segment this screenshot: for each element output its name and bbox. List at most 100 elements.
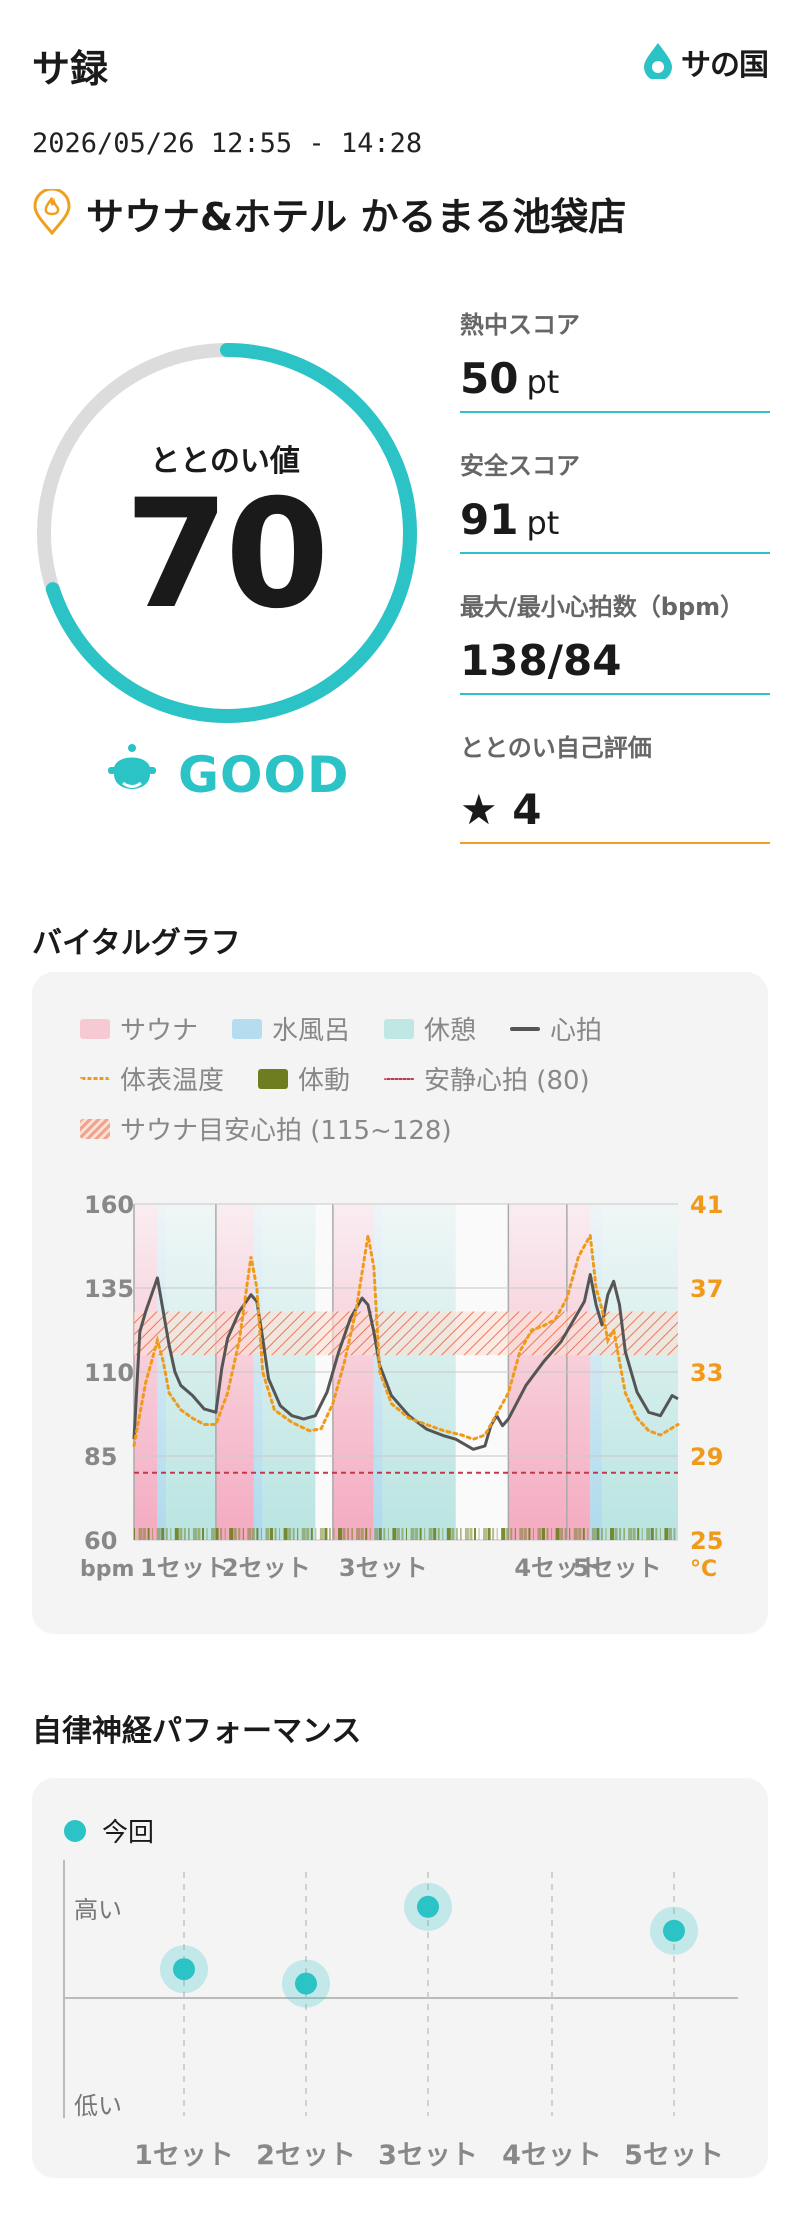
perf-title: 自律神経パフォーマンス <box>32 1714 362 1749</box>
motion-mark <box>419 1528 422 1540</box>
y-left-tick: 135 <box>84 1275 134 1303</box>
motion-mark <box>664 1528 669 1540</box>
motion-mark <box>600 1528 603 1540</box>
perf-point <box>173 1958 195 1981</box>
sauna-hat-icon <box>104 742 160 808</box>
motion-mark <box>396 1528 400 1540</box>
motion-mark <box>138 1528 143 1540</box>
brand-logo[interactable]: サの国 <box>641 40 769 84</box>
motion-mark <box>406 1528 407 1540</box>
motion-mark <box>215 1528 219 1540</box>
motion-mark <box>650 1528 654 1540</box>
water-drop-icon <box>641 41 675 83</box>
set-label: 3セット <box>339 1554 428 1582</box>
motion-mark <box>505 1528 509 1540</box>
star-rating-value: ★ 4 <box>460 785 542 834</box>
motion-mark <box>619 1528 622 1540</box>
motion-mark <box>623 1528 625 1540</box>
set-label: 1セット <box>140 1554 229 1582</box>
y-right-tick: 41 <box>690 1191 723 1219</box>
motion-mark <box>496 1528 498 1540</box>
motion-mark <box>428 1528 433 1540</box>
motion-mark <box>469 1528 473 1540</box>
legend-dot <box>64 1819 86 1842</box>
y-left-tick: 160 <box>84 1191 134 1219</box>
metric-value: 138/84 <box>460 636 622 685</box>
motion-mark <box>233 1528 237 1540</box>
motion-mark <box>211 1528 216 1540</box>
y-right-tick: 29 <box>690 1443 723 1471</box>
motion-mark <box>551 1528 553 1540</box>
motion-mark <box>410 1528 415 1540</box>
legend-motion: 体動 <box>258 1060 350 1097</box>
motion-mark <box>319 1528 324 1540</box>
motion-mark <box>614 1528 618 1540</box>
motion-mark <box>360 1528 364 1540</box>
motion-mark <box>383 1528 386 1540</box>
motion-mark <box>324 1528 328 1540</box>
motion-mark <box>437 1528 440 1540</box>
motion-mark <box>455 1528 458 1540</box>
metric-value: 91 <box>460 495 519 544</box>
motion-mark <box>560 1528 564 1540</box>
right-unit: °C <box>690 1557 717 1582</box>
perf-low-label: 低い <box>74 2092 122 2120</box>
motion-mark <box>569 1528 571 1540</box>
motion-mark <box>655 1528 658 1540</box>
legend-swatch <box>384 1077 415 1080</box>
legend-sauna: サウナ <box>80 1010 198 1047</box>
facility-name: サウナ&ホテル かるまる池袋店 <box>86 195 627 239</box>
metric-label: ととのい自己評価 <box>460 734 652 762</box>
motion-mark <box>270 1528 273 1540</box>
motion-mark <box>392 1528 397 1540</box>
motion-mark <box>251 1528 255 1540</box>
motion-mark <box>306 1528 310 1540</box>
skin-temp-line <box>132 1230 680 1447</box>
motion-mark <box>247 1528 252 1540</box>
vital-graph-card: サウナ 水風呂 休憩 心拍 体表温度 体動 安静心拍 (80) サウナ目安心拍 … <box>32 972 768 1634</box>
motion-mark <box>415 1528 419 1540</box>
motion-mark <box>483 1528 488 1540</box>
session-datetime: 2026/05/26 12:55 - 14:28 <box>32 128 423 159</box>
motion-mark <box>542 1528 545 1540</box>
motion-mark <box>528 1528 531 1540</box>
perf-set-label: 1セット <box>134 2140 234 2171</box>
motion-mark <box>188 1528 190 1540</box>
motion-mark <box>605 1528 607 1540</box>
score-value: 70 <box>124 468 330 642</box>
motion-mark <box>378 1528 382 1540</box>
motion-mark <box>659 1528 661 1540</box>
y-right-tick: 25 <box>690 1527 723 1555</box>
rating-badge: GOOD <box>104 742 350 808</box>
motion-mark <box>220 1528 223 1540</box>
facility-row[interactable]: サウナ&ホテル かるまる池袋店 <box>32 186 626 241</box>
target-hr-band <box>134 1311 678 1356</box>
metric-label: 熱中スコア <box>460 311 580 339</box>
motion-mark <box>365 1528 368 1540</box>
legend-swatch <box>384 1018 415 1039</box>
motion-mark <box>474 1528 476 1540</box>
legend-label: 休憩 <box>424 1016 477 1046</box>
motion-mark <box>192 1528 197 1540</box>
motion-mark <box>532 1528 534 1540</box>
motion-mark <box>310 1528 313 1540</box>
divider <box>460 411 770 413</box>
motion-mark <box>242 1528 244 1540</box>
y-right-tick: 33 <box>690 1359 723 1387</box>
score-ring <box>37 343 417 723</box>
metric-self-rating[interactable]: ととのい自己評価 ★ 4 <box>460 728 770 844</box>
motion-mark <box>301 1528 306 1540</box>
motion-mark <box>628 1528 633 1540</box>
motion-mark <box>433 1528 437 1540</box>
set-label: 2セット <box>222 1554 311 1582</box>
perf-legend: 今回 <box>64 1812 154 1849</box>
perf-set-label: 5セット <box>624 2140 724 2171</box>
legend-swatch <box>80 1077 110 1080</box>
motion-mark <box>206 1528 208 1540</box>
brand-logo-text: サの国 <box>681 48 769 83</box>
motion-mark <box>587 1528 589 1540</box>
motion-mark <box>179 1528 183 1540</box>
metric-unit: pt <box>526 363 560 401</box>
legend-swatch <box>80 1018 110 1039</box>
